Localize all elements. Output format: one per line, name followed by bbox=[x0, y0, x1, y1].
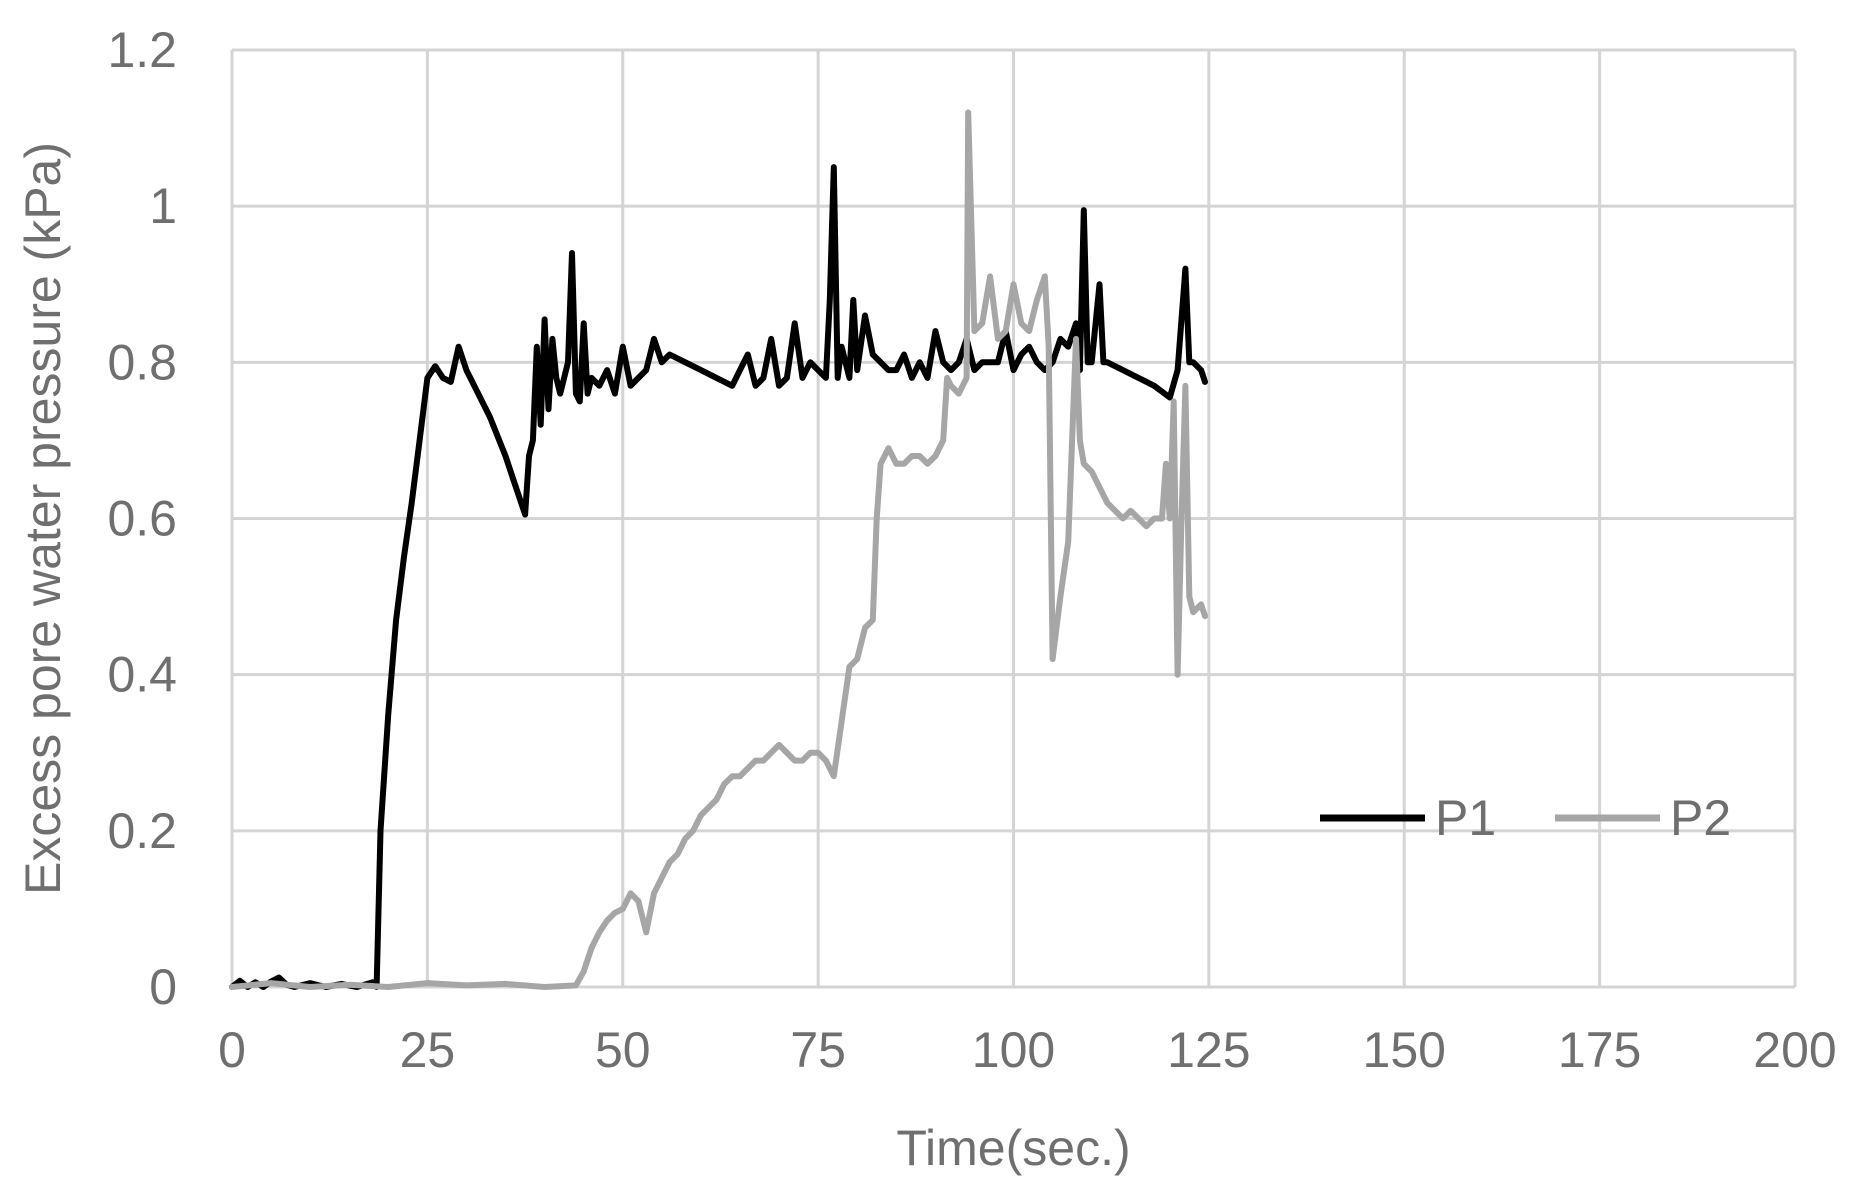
y-tick-label: 0 bbox=[149, 959, 177, 1015]
series-layer bbox=[229, 109, 1208, 990]
x-tick-label: 75 bbox=[790, 1022, 846, 1078]
grid bbox=[230, 48, 1797, 989]
axes: 0 25 50 75 100 125 150 175 200 0 0.2 0.4 0.6 0.8 1 1.2 bbox=[107, 22, 1836, 1078]
y-axis-title: Excess pore water pressure (kPa) bbox=[15, 142, 71, 895]
x-tick-label: 200 bbox=[1753, 1022, 1836, 1078]
x-tick-label: 100 bbox=[972, 1022, 1055, 1078]
x-tick-label: 125 bbox=[1167, 1022, 1250, 1078]
y-tick-label: 1 bbox=[149, 178, 177, 234]
x-axis-title: Time(sec.) bbox=[896, 1120, 1130, 1176]
legend-label-p1: P1 bbox=[1435, 790, 1496, 846]
y-tick-label: 0.2 bbox=[107, 803, 177, 859]
legend: P1 P2 bbox=[1320, 790, 1731, 846]
y-tick-label: 1.2 bbox=[107, 22, 177, 78]
legend-label-p2: P2 bbox=[1670, 790, 1731, 846]
y-tick-label: 0.6 bbox=[107, 491, 177, 547]
x-tick-label: 50 bbox=[595, 1022, 651, 1078]
series-line-p2 bbox=[229, 109, 1208, 990]
x-tick-label: 0 bbox=[218, 1022, 246, 1078]
x-tick-label: 175 bbox=[1558, 1022, 1641, 1078]
x-tick-label: 150 bbox=[1363, 1022, 1446, 1078]
series-line-p1 bbox=[229, 164, 1208, 990]
y-tick-label: 0.8 bbox=[107, 334, 177, 390]
y-tick-label: 0.4 bbox=[107, 647, 177, 703]
x-tick-label: 25 bbox=[400, 1022, 456, 1078]
